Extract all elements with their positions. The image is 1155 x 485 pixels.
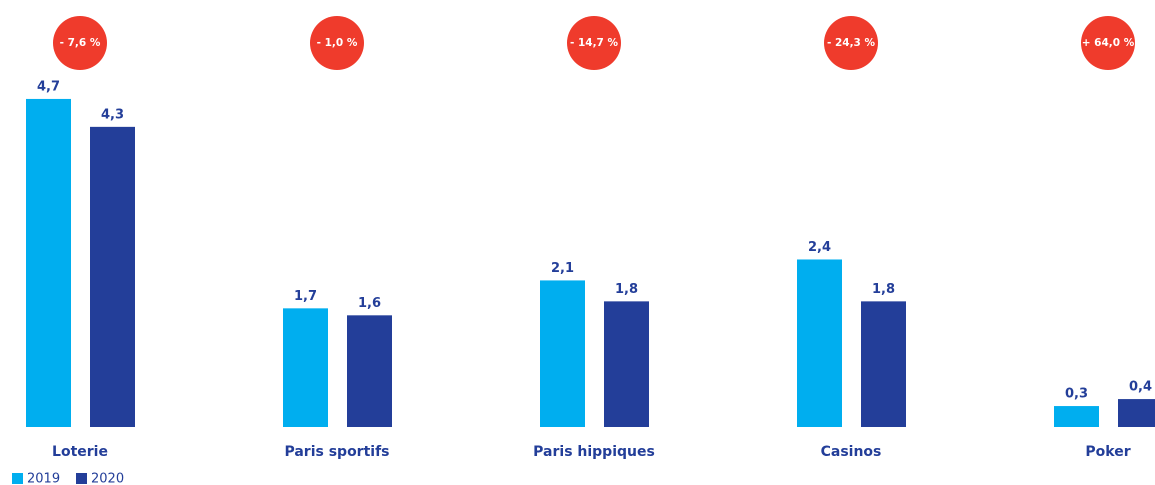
value-label: 0,3: [1065, 387, 1088, 402]
change-badge: [1081, 16, 1135, 70]
bar: [347, 315, 392, 427]
category-label: Loterie: [52, 444, 108, 460]
change-label: - 7,6 %: [60, 37, 101, 49]
bar: [540, 280, 585, 427]
category-label: Poker: [1085, 444, 1130, 460]
bar: [861, 301, 906, 427]
value-label: 1,7: [294, 289, 317, 304]
bar: [26, 98, 71, 427]
bar: [1118, 399, 1155, 427]
change-label: - 1,0 %: [317, 37, 358, 49]
bar: [90, 126, 135, 428]
value-label: 1,8: [872, 282, 895, 297]
bar: [797, 259, 842, 427]
change-label: + 64,0 %: [1082, 37, 1135, 49]
bar: [604, 301, 649, 427]
value-label: 4,7: [37, 79, 60, 94]
change-badge: [824, 16, 878, 70]
change-label: - 24,3 %: [827, 37, 876, 49]
legend-label: 2020: [91, 472, 124, 485]
legend-swatch: [12, 473, 23, 484]
value-label: 1,6: [358, 296, 381, 311]
bar: [1054, 406, 1099, 427]
value-label: 4,3: [101, 107, 124, 122]
value-label: 0,4: [1129, 380, 1152, 395]
category-label: Paris sportifs: [284, 444, 389, 460]
category-label: Paris hippiques: [533, 444, 655, 460]
change-badge: [310, 16, 364, 70]
value-label: 2,4: [808, 240, 831, 255]
change-badge: [53, 16, 107, 70]
value-label: 1,8: [615, 282, 638, 297]
change-label: - 14,7 %: [570, 37, 619, 49]
value-label: 2,1: [551, 261, 574, 276]
change-badge: [567, 16, 621, 70]
category-label: Casinos: [821, 444, 882, 460]
legend-swatch: [76, 473, 87, 484]
bar: [283, 308, 328, 427]
legend-label: 2019: [27, 472, 60, 485]
